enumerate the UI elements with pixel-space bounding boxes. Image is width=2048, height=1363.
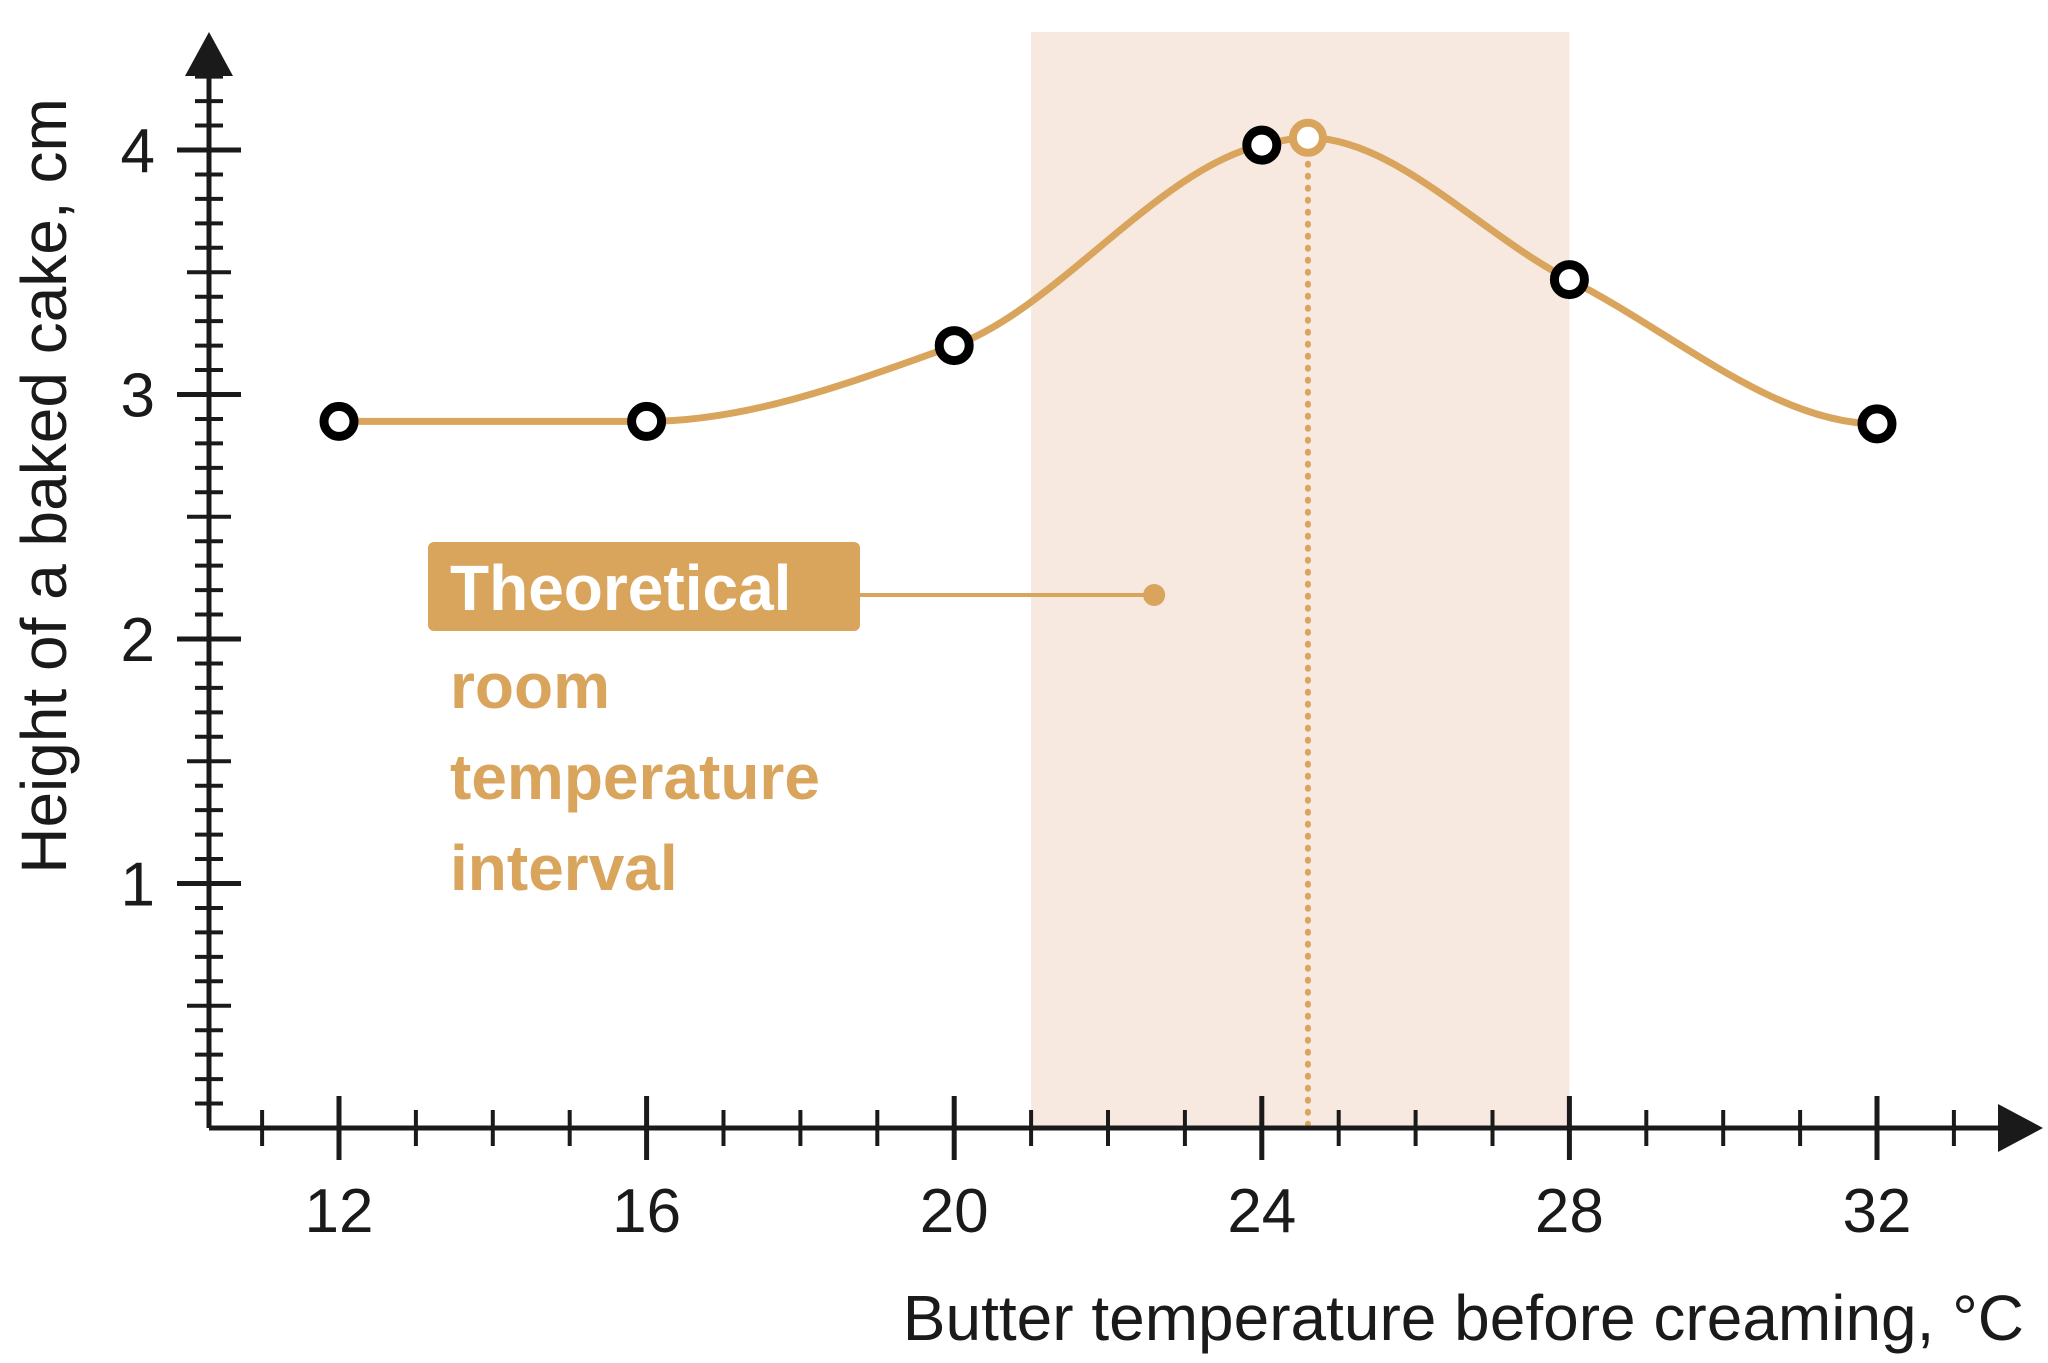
annotation-line-3: interval — [450, 832, 678, 904]
data-point — [1242, 125, 1282, 165]
y-axis: 1 2 3 4 — [121, 32, 241, 1128]
x-tick-label: 32 — [1843, 1177, 1912, 1246]
data-point — [1857, 404, 1897, 444]
y-tick-label: 4 — [121, 117, 155, 186]
data-point — [1549, 260, 1589, 300]
x-axis: 12 16 20 24 28 32 — [209, 1096, 2043, 1246]
x-axis-arrow — [1998, 1104, 2043, 1152]
annotation-pointer-dot — [1143, 583, 1166, 606]
annotation: Theoretical room temperature interval — [428, 542, 1166, 904]
data-point — [627, 401, 667, 441]
annotation-line-2: temperature — [450, 741, 820, 813]
y-tick-label: 3 — [121, 362, 155, 431]
data-points — [319, 125, 1897, 444]
y-axis-arrow — [185, 32, 233, 76]
y-tick-label: 1 — [121, 851, 155, 920]
x-tick-label: 20 — [920, 1177, 989, 1246]
annotation-line-1: room — [450, 650, 610, 722]
x-axis-title: Butter temperature before creaming, °C — [903, 1282, 2024, 1354]
y-tick-label: 2 — [121, 606, 155, 675]
x-tick-label: 12 — [305, 1177, 374, 1246]
shaded-interval — [1031, 32, 1570, 1128]
annotation-highlight-text: Theoretical — [450, 552, 791, 624]
x-tick-label: 16 — [612, 1177, 681, 1246]
peak-marker — [1288, 118, 1327, 157]
annotation-highlight-box — [428, 542, 860, 631]
data-point — [934, 326, 974, 366]
x-tick-label: 28 — [1535, 1177, 1604, 1246]
x-tick-label: 24 — [1227, 1177, 1296, 1246]
data-point — [319, 401, 359, 441]
y-axis-title: Height of a baked cake, cm — [8, 98, 80, 874]
